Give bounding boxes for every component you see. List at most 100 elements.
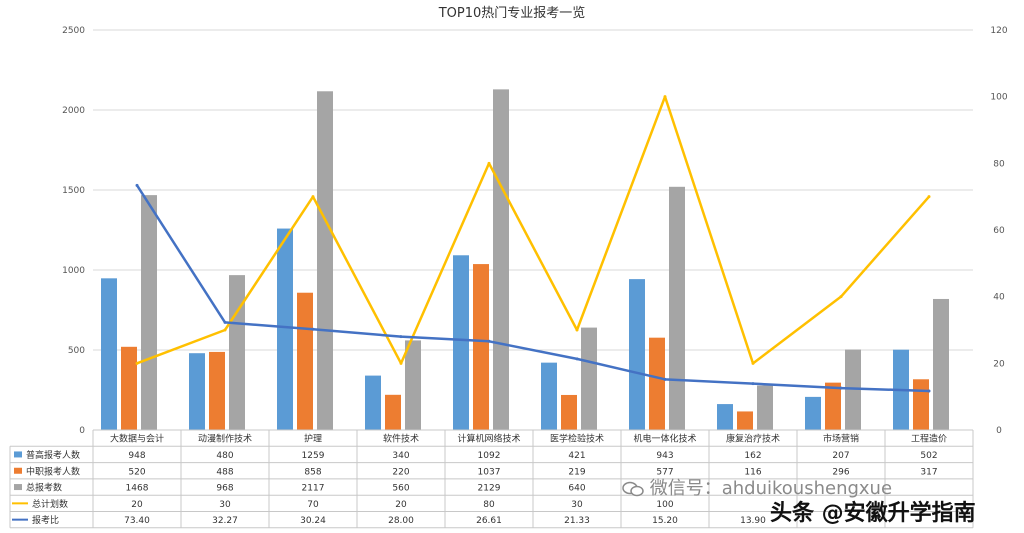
data-label: 340 <box>392 451 409 461</box>
line-point <box>751 361 755 365</box>
line-point <box>575 357 579 361</box>
data-label: 948 <box>128 451 145 461</box>
line-point <box>311 327 315 331</box>
data-label: 116 <box>744 467 761 477</box>
data-label: 30.24 <box>300 516 326 526</box>
bar <box>209 351 225 430</box>
line-point <box>927 389 931 393</box>
line-point <box>663 377 667 381</box>
line-point <box>135 183 139 187</box>
category-label: 康复治疗技术 <box>726 433 780 445</box>
right-axis-ticks: 0 20 40 60 80 100 120 <box>990 26 1007 436</box>
bar <box>453 255 469 430</box>
bar <box>493 89 509 431</box>
legend-label: 普高报考人数 <box>26 449 80 461</box>
data-label: 32.27 <box>212 516 238 526</box>
legend-label: 总报考数 <box>26 482 62 494</box>
line-point <box>135 361 139 365</box>
line-point <box>487 339 491 343</box>
data-label: 220 <box>392 467 409 477</box>
bar <box>317 91 333 430</box>
right-tick-label: 80 <box>993 159 1005 169</box>
category-label: 医学检验技术 <box>550 433 604 445</box>
watermark-wechat-text: 微信号：ahduikoushengxue <box>649 478 893 499</box>
line-point <box>399 361 403 365</box>
data-label: 28.00 <box>388 516 414 526</box>
right-tick-label: 40 <box>993 293 1005 303</box>
watermark-toutiao: 头条 @安徽升学指南 <box>770 501 976 526</box>
line-point <box>575 328 579 332</box>
bar <box>297 292 313 430</box>
line-point <box>399 335 403 339</box>
line-point <box>487 161 491 165</box>
legend-swatch <box>14 467 22 474</box>
data-label: 1259 <box>302 451 325 461</box>
legend-swatch <box>14 451 22 458</box>
bar <box>913 379 929 430</box>
data-label: 1037 <box>478 467 501 477</box>
wechat-icon <box>622 481 644 497</box>
category-label: 大数据与会计 <box>110 433 164 445</box>
bar <box>385 394 401 430</box>
line-point <box>751 382 755 386</box>
bar <box>649 337 665 430</box>
bar <box>121 346 137 430</box>
line-point <box>311 195 315 199</box>
left-tick-label: 1500 <box>62 186 85 196</box>
legend-label: 总计划数 <box>32 498 68 510</box>
bar <box>189 353 205 430</box>
chart-title: TOP10热门专业报考一览 <box>438 5 586 21</box>
data-label: 488 <box>216 467 233 477</box>
legend-label: 中职报考人数 <box>26 465 80 477</box>
category-label: 市场营销 <box>823 433 859 445</box>
bar <box>229 275 245 430</box>
data-label: 15.20 <box>652 516 678 526</box>
data-label: 20 <box>131 500 143 510</box>
bar <box>757 385 773 430</box>
bar <box>669 186 685 430</box>
category-label: 软件技术 <box>383 433 419 445</box>
bar <box>101 278 117 430</box>
data-label: 520 <box>128 467 145 477</box>
right-tick-label: 60 <box>993 226 1005 236</box>
category-label: 计算机网络技术 <box>457 433 520 445</box>
bar <box>561 394 577 430</box>
data-label: 317 <box>920 467 937 477</box>
series-line <box>136 95 930 365</box>
left-tick-label: 500 <box>68 346 85 356</box>
line-point <box>927 195 931 199</box>
line-point <box>839 295 843 299</box>
data-label: 30 <box>571 500 583 510</box>
left-tick-label: 2500 <box>62 26 85 36</box>
bar <box>629 279 645 430</box>
category-label: 工程造价 <box>911 433 947 445</box>
category-label: 动漫制作技术 <box>198 433 252 445</box>
data-label: 480 <box>216 451 233 461</box>
right-tick-label: 100 <box>990 93 1007 103</box>
data-label: 2129 <box>478 484 501 494</box>
left-tick-label: 2000 <box>62 106 85 116</box>
category-label: 护理 <box>304 433 322 445</box>
data-label: 70 <box>307 500 319 510</box>
data-label: 1092 <box>478 451 501 461</box>
legend-swatch <box>14 484 22 491</box>
data-label: 421 <box>568 451 585 461</box>
data-label: 30 <box>219 500 231 510</box>
data-label: 943 <box>656 451 673 461</box>
data-label: 577 <box>656 467 673 477</box>
data-label: 13.90 <box>740 516 766 526</box>
bars <box>101 89 949 431</box>
data-label: 1468 <box>126 484 149 494</box>
data-label: 20 <box>395 500 407 510</box>
data-label: 296 <box>832 467 849 477</box>
data-label: 73.40 <box>124 516 150 526</box>
series-line <box>135 184 930 393</box>
bar <box>141 195 157 430</box>
bar <box>933 298 949 430</box>
left-axis-ticks: 0 500 1000 1500 2000 2500 <box>62 26 85 436</box>
bar <box>825 382 841 430</box>
bar <box>365 375 381 430</box>
line-point <box>839 386 843 390</box>
data-label: 640 <box>568 484 585 494</box>
line-point <box>223 320 227 324</box>
